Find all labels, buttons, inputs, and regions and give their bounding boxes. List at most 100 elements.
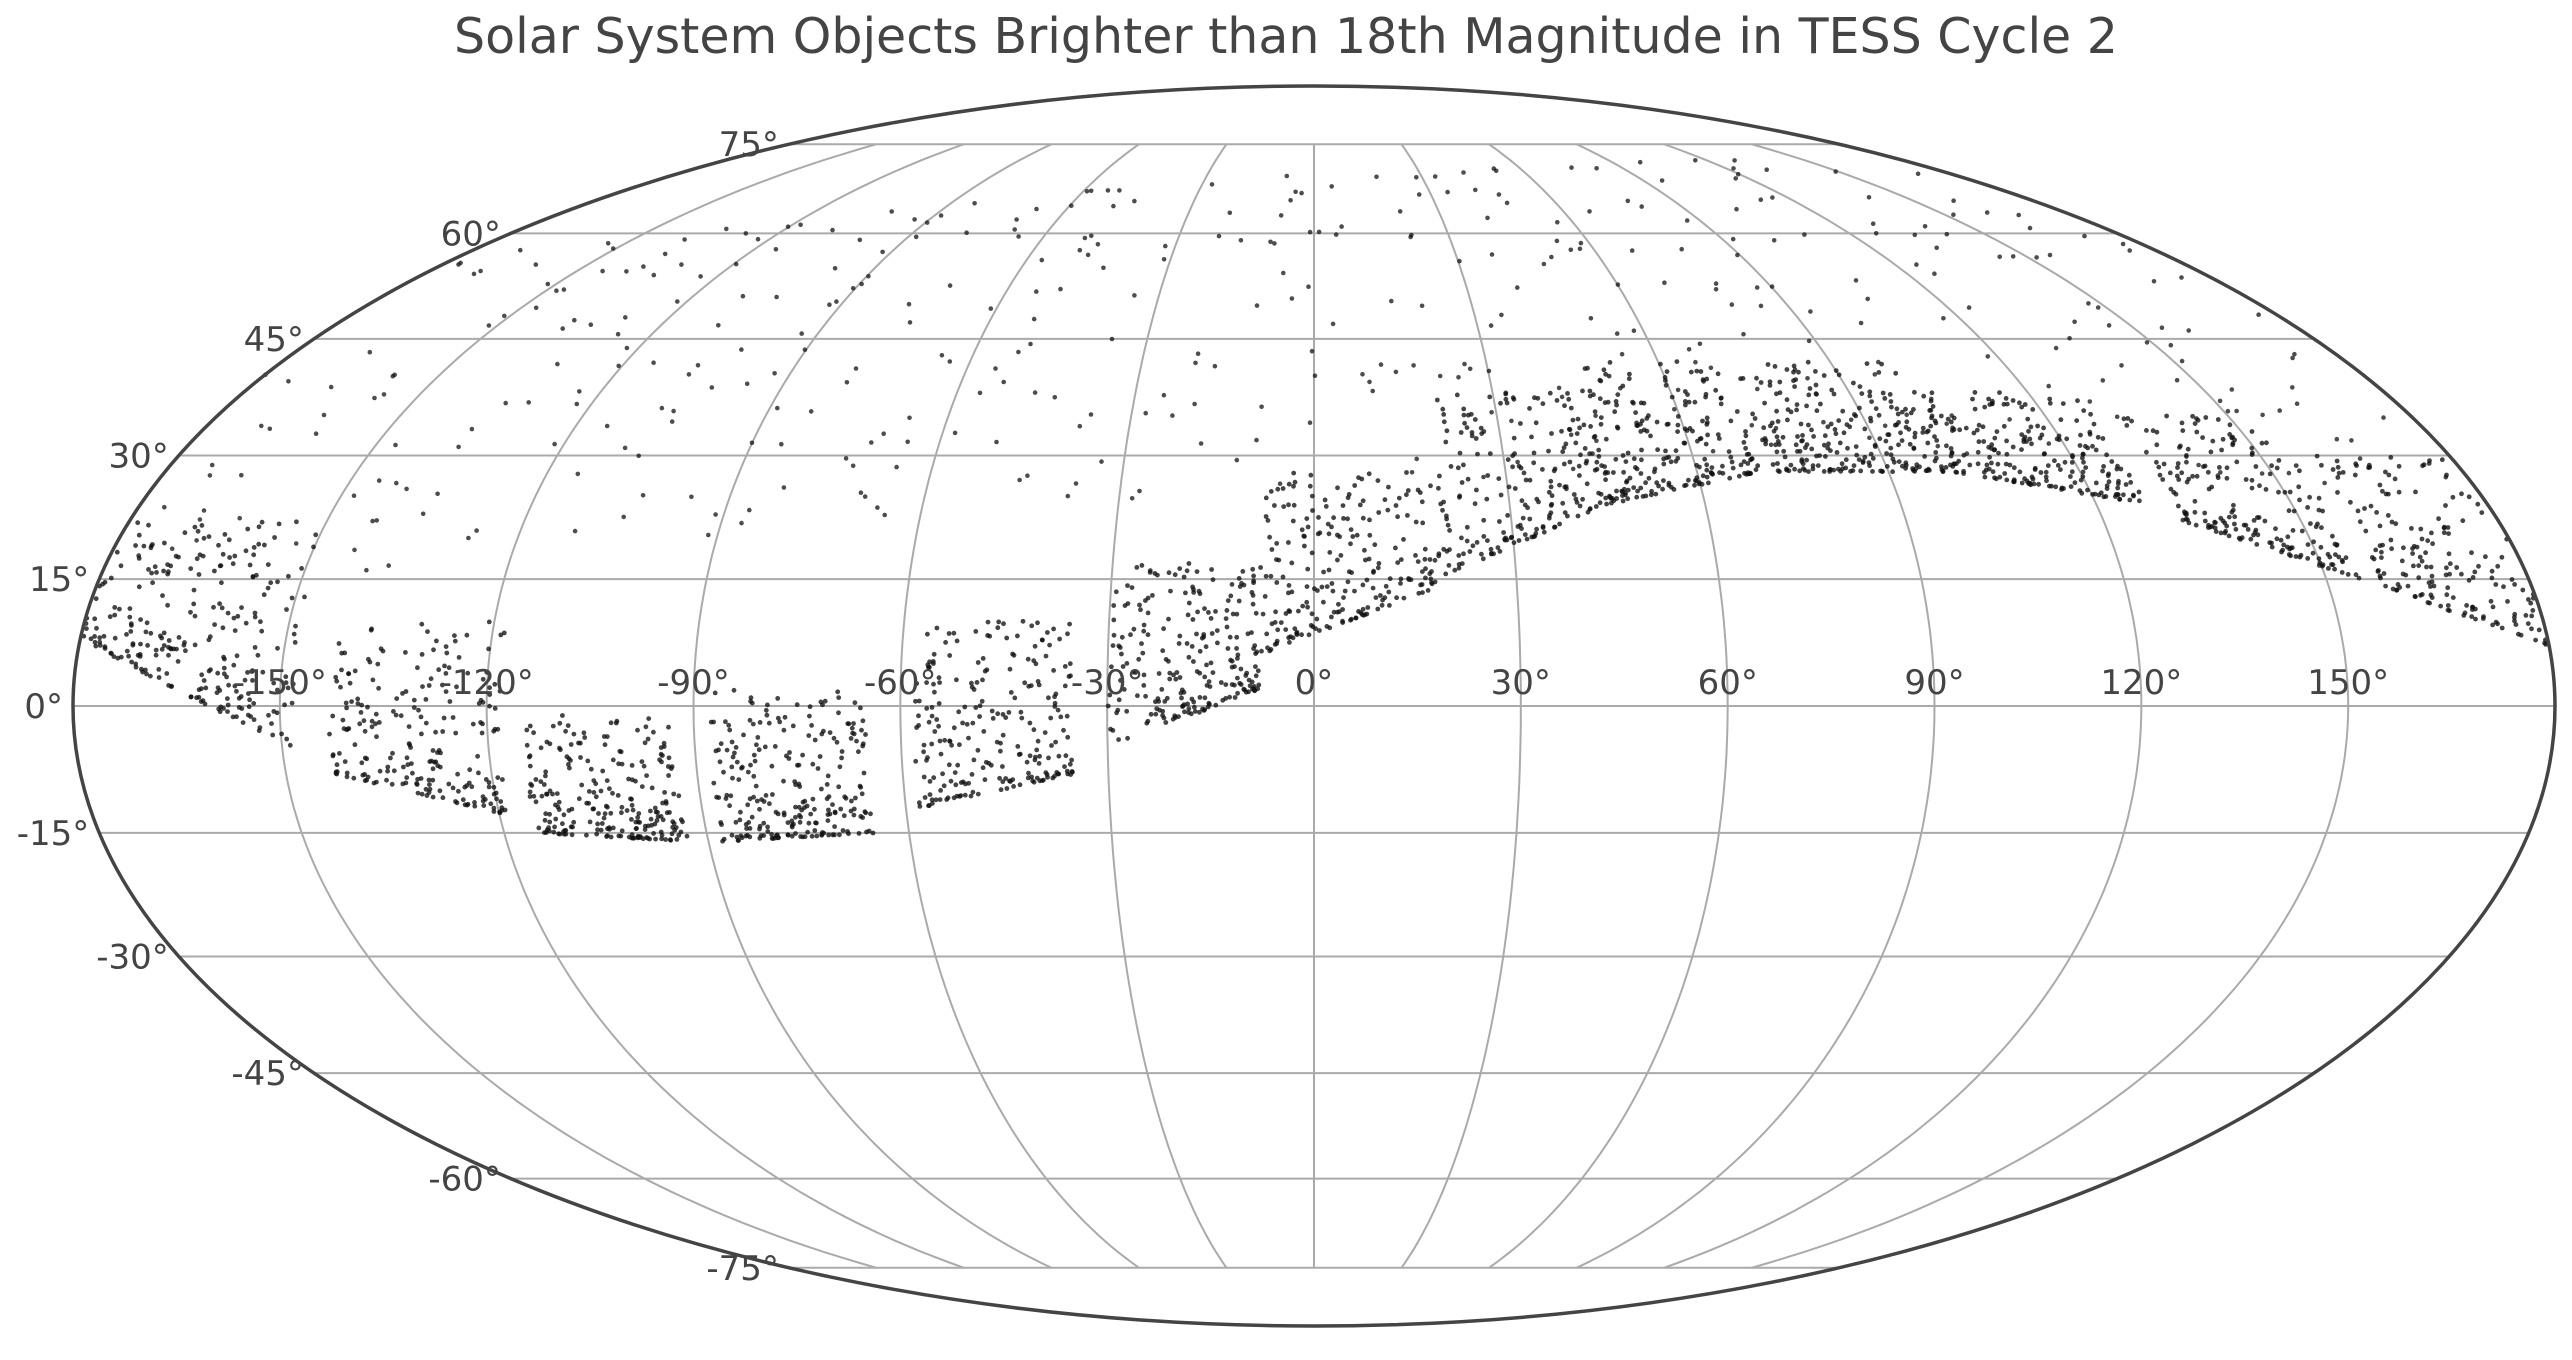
- data-point: [1551, 468, 1557, 474]
- data-point: [1594, 166, 1599, 171]
- data-point: [543, 769, 549, 775]
- data-point: [216, 706, 222, 712]
- data-point: [766, 720, 772, 726]
- data-point: [748, 695, 754, 701]
- data-point: [1452, 567, 1458, 573]
- data-point: [136, 584, 142, 590]
- data-point: [1232, 682, 1237, 688]
- data-point: [230, 714, 236, 720]
- data-point: [1686, 347, 1692, 352]
- data-point: [1549, 493, 1555, 499]
- data-point: [958, 793, 964, 798]
- data-point: [1921, 393, 1927, 399]
- data-point: [749, 700, 755, 706]
- data-point: [2159, 325, 2165, 331]
- data-point: [556, 807, 562, 812]
- data-point: [1105, 188, 1111, 193]
- data-point: [349, 699, 354, 704]
- data-point: [1194, 669, 1200, 674]
- data-point: [1602, 464, 1607, 469]
- data-point: [1575, 513, 1581, 519]
- data-point: [2256, 515, 2262, 520]
- data-point: [235, 613, 241, 619]
- data-point: [486, 784, 492, 790]
- data-point: [1308, 623, 1314, 628]
- data-point: [2536, 627, 2542, 633]
- data-point: [1382, 497, 1388, 503]
- data-point: [1186, 600, 1192, 606]
- data-point: [2085, 445, 2091, 451]
- data-point: [1497, 519, 1502, 524]
- data-point: [1755, 386, 1760, 392]
- data-point: [1568, 405, 1574, 411]
- data-point: [385, 764, 391, 770]
- data-point: [93, 643, 99, 649]
- data-point: [1019, 715, 1025, 721]
- data-point: [1603, 477, 1608, 483]
- data-point: [2047, 396, 2053, 402]
- data-point: [1131, 626, 1137, 632]
- data-point: [2396, 489, 2402, 495]
- data-point: [420, 511, 426, 517]
- longitude-tick-labels: -150° -120° -90° -60° -30° 0° 30° 60° 90° 120° 150…: [233, 663, 2389, 703]
- data-point: [1649, 488, 1654, 494]
- data-point: [275, 687, 280, 693]
- data-point: [1040, 637, 1045, 643]
- data-point: [585, 758, 591, 764]
- data-point: [836, 784, 842, 790]
- data-point: [952, 770, 958, 775]
- data-point: [1662, 280, 1667, 286]
- data-point: [1063, 753, 1069, 759]
- data-point: [1244, 670, 1250, 676]
- data-point: [141, 543, 147, 549]
- data-point: [825, 818, 831, 823]
- data-point: [744, 381, 750, 387]
- data-point: [1571, 492, 1577, 497]
- data-point: [2355, 508, 2361, 514]
- data-point: [2348, 499, 2353, 505]
- data-point: [1012, 695, 1018, 701]
- data-point: [2377, 573, 2383, 579]
- data-point: [1833, 169, 1838, 174]
- data-point: [2520, 587, 2526, 593]
- data-point: [927, 792, 933, 797]
- data-point: [2430, 541, 2436, 547]
- data-point: [1940, 469, 1946, 475]
- data-point: [1547, 390, 1553, 396]
- data-point: [2292, 351, 2297, 357]
- data-point: [486, 619, 492, 625]
- data-point: [221, 654, 227, 660]
- x-tick-label: 60°: [1698, 663, 1758, 703]
- data-point: [533, 799, 539, 805]
- data-point: [1827, 467, 1833, 473]
- data-point: [604, 834, 609, 839]
- data-point: [1457, 450, 1463, 456]
- data-point: [503, 400, 509, 406]
- data-point: [2419, 592, 2425, 597]
- data-point: [619, 761, 625, 767]
- data-point: [1505, 513, 1510, 518]
- data-point: [1653, 491, 1659, 497]
- data-point: [1567, 427, 1573, 433]
- data-point: [578, 755, 583, 760]
- data-point: [462, 784, 468, 790]
- data-point: [2413, 489, 2418, 495]
- data-point: [622, 445, 628, 451]
- data-point: [258, 619, 263, 625]
- data-point: [1613, 399, 1619, 404]
- data-point: [2278, 537, 2284, 543]
- data-point: [1704, 467, 1710, 473]
- data-point: [1447, 528, 1452, 533]
- data-point: [1836, 418, 1842, 423]
- data-point: [984, 667, 990, 673]
- data-point: [414, 782, 420, 787]
- data-point: [966, 735, 971, 741]
- data-point: [2001, 401, 2007, 407]
- data-point: [462, 802, 468, 808]
- data-point: [1601, 367, 1607, 373]
- data-point: [2409, 526, 2414, 531]
- data-point: [1639, 447, 1644, 453]
- data-point: [809, 833, 815, 839]
- data-point: [2176, 477, 2182, 482]
- data-point: [1733, 176, 1738, 181]
